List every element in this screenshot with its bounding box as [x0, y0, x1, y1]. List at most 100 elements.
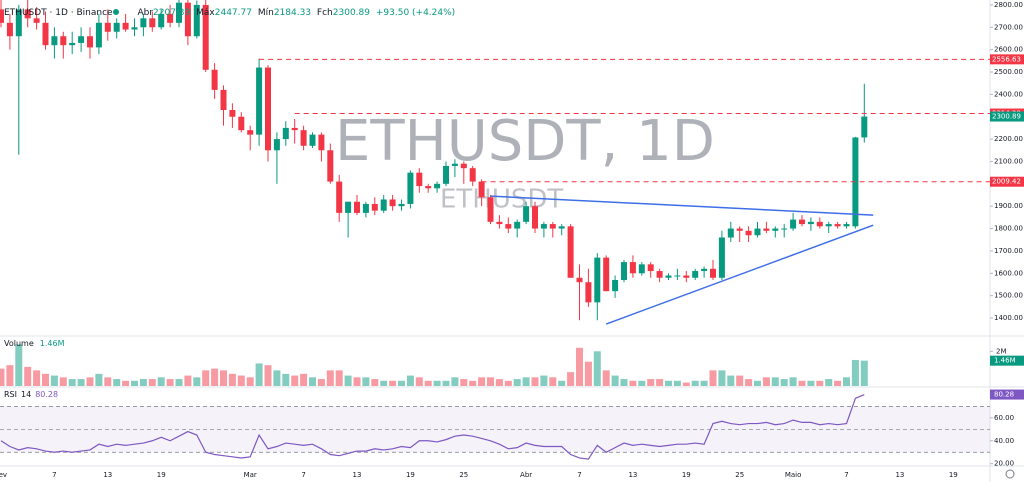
candle-body — [718, 237, 725, 278]
settings-icon[interactable] — [1005, 469, 1015, 479]
volume-bar — [495, 379, 503, 386]
candle-body — [282, 127, 289, 140]
candle-body — [807, 221, 814, 225]
candle-body — [710, 268, 716, 278]
volume-bar — [6, 365, 14, 386]
volume-bar — [424, 380, 432, 386]
x-tick-label: 25 — [459, 471, 468, 479]
volume-bar — [406, 375, 414, 386]
candle-body — [647, 264, 654, 272]
volume-bar — [727, 375, 735, 386]
symbol: ETHUSDT · 1D · Binance — [4, 8, 113, 18]
volume-bar — [665, 380, 672, 386]
volume-bar — [300, 373, 308, 386]
candle-body — [398, 203, 405, 207]
volume-bar — [736, 375, 744, 386]
level-label: 2556.63 — [992, 55, 1021, 63]
volume-bar — [59, 377, 67, 386]
x-tick-label: 13 — [353, 471, 362, 479]
rsi-name: RSI — [4, 390, 17, 399]
candle-body — [122, 22, 129, 30]
volume-bar — [629, 380, 637, 386]
volume-bar — [531, 377, 539, 386]
x-tick-label: Abr — [520, 471, 532, 479]
volume-bar — [0, 368, 5, 386]
candle-body — [354, 201, 360, 213]
volume-bar — [273, 370, 281, 386]
x-tick-label: Mar — [244, 471, 257, 479]
candle-body — [621, 262, 627, 280]
candle-body — [24, 9, 31, 19]
volume-bar — [647, 379, 655, 386]
candle-body — [78, 36, 85, 43]
candle-body — [149, 18, 156, 28]
y-tick-label: 1800.00 — [994, 225, 1023, 233]
candle-body — [638, 264, 645, 274]
volume-bar — [798, 380, 806, 386]
volume-bar — [326, 370, 334, 386]
y-tick-label: 1700.00 — [994, 247, 1023, 255]
y-tick-label: 2500.00 — [994, 68, 1023, 76]
candle-body — [202, 4, 209, 70]
volume-name: Volume — [4, 339, 34, 348]
candle-body — [238, 116, 245, 131]
y-tick-label: 1500.00 — [994, 292, 1023, 300]
volume-bar — [638, 380, 646, 386]
volume-bar — [211, 368, 219, 386]
candle-body — [176, 2, 182, 23]
volume-bar — [522, 377, 530, 386]
candle-body — [0, 9, 4, 23]
candle-body — [247, 130, 254, 135]
candle-body — [656, 271, 663, 278]
volume-bar — [166, 379, 174, 386]
volume-bar — [754, 380, 761, 386]
volume-bar — [255, 363, 263, 386]
volume-bar — [816, 380, 824, 386]
candle-body — [167, 13, 174, 23]
rsi-tick-label: 20.00 — [994, 460, 1014, 468]
volume-bar — [389, 380, 397, 386]
volume-bar — [567, 372, 575, 386]
change: +93.50 (+4.24%) — [376, 8, 455, 18]
candle-body — [514, 221, 521, 229]
candle-body — [131, 27, 138, 30]
candle-body — [505, 224, 512, 229]
candle-body — [51, 36, 58, 46]
candle-body — [629, 262, 636, 274]
x-tick-label: 19 — [949, 471, 958, 479]
volume-bar — [184, 375, 192, 386]
candle-body — [327, 150, 334, 182]
volume-bar — [549, 377, 557, 386]
volume-bar — [131, 380, 138, 386]
candle-body — [229, 110, 236, 117]
volume-bar — [415, 377, 423, 386]
candle-body — [336, 181, 343, 213]
candle-body — [816, 221, 823, 227]
volume-bar — [344, 375, 352, 386]
volume-bar — [762, 377, 770, 386]
volume-bar — [593, 351, 601, 386]
volume-bar — [718, 370, 726, 386]
candle-body — [843, 224, 850, 227]
high-value: 2447.77 — [215, 8, 252, 18]
volume-bar — [576, 347, 583, 386]
open-label: Abr — [137, 8, 153, 18]
candle-body — [567, 226, 574, 278]
x-tick-label: 13 — [628, 471, 637, 479]
open-value: 2207.39 — [153, 8, 190, 18]
volume-bar — [789, 377, 797, 386]
volume-bar — [157, 377, 165, 386]
volume-bar — [709, 370, 717, 386]
candle-body — [425, 186, 432, 189]
candle-body — [309, 134, 316, 146]
volume-bar — [291, 375, 299, 386]
level-tag — [990, 176, 1024, 187]
candle-body — [380, 199, 387, 211]
volume-bar — [771, 377, 779, 386]
volume-bar — [24, 366, 32, 386]
candle-body — [674, 275, 681, 277]
volume-bar — [780, 379, 788, 386]
x-tick-label: 19 — [682, 471, 691, 479]
volume-bar — [745, 379, 753, 386]
